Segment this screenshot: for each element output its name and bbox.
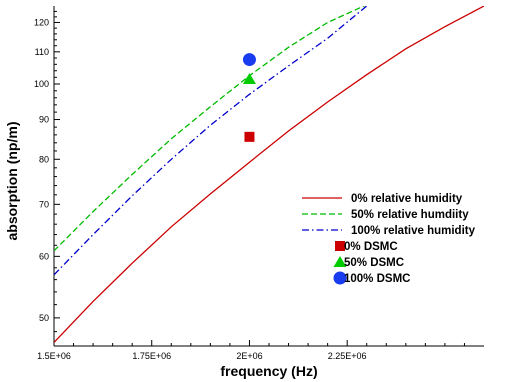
legend-label: 100% relative humidity: [351, 225, 476, 237]
x-axis-ticks: 1.5E+06 1.75E+06 2E+06 2.25E+06: [37, 340, 465, 361]
y-tick-label: 90: [39, 115, 49, 125]
legend-label: 0% DSMC: [344, 241, 398, 253]
y-tick-label: 110: [35, 47, 49, 57]
legend-label: 50% DSMC: [344, 257, 404, 269]
legend-swatch: [335, 241, 345, 251]
x-tick-label: 1.5E+06: [37, 351, 71, 361]
y-tick-label: 80: [39, 154, 49, 164]
x-axis-title: frequency (Hz): [220, 363, 317, 379]
y-tick-label: 50: [39, 313, 49, 323]
data-point-3: [244, 131, 255, 142]
legend-label: 50% relative humdiity: [351, 209, 469, 221]
legend-label: 0% relative humidity: [351, 193, 463, 205]
y-tick-label: 100: [34, 79, 49, 89]
data-point-5: [242, 53, 256, 67]
y-axis-title: absorption (np/m): [4, 122, 20, 241]
legend-swatch: [333, 271, 347, 285]
y-tick-label: 120: [34, 17, 49, 27]
y-axis-ticks: 50 60 70 80 90 100 110 120: [34, 10, 60, 333]
x-tick-label: 1.75E+06: [132, 351, 171, 361]
series-layer: [54, 6, 484, 343]
x-tick-label: 2E+06: [236, 351, 262, 361]
legend: 0% relative humidity 50% relative humdiit…: [302, 193, 476, 285]
series-line-1: [54, 6, 366, 252]
legend-swatch: [333, 256, 347, 267]
y-tick-label: 70: [39, 199, 49, 209]
data-point-4: [242, 72, 256, 84]
y-tick-label: 60: [39, 251, 49, 261]
x-tick-label: 2.25E+06: [328, 351, 367, 361]
series-line-0: [54, 6, 484, 343]
series-line-2: [54, 6, 368, 276]
legend-label: 100% DSMC: [344, 273, 410, 285]
